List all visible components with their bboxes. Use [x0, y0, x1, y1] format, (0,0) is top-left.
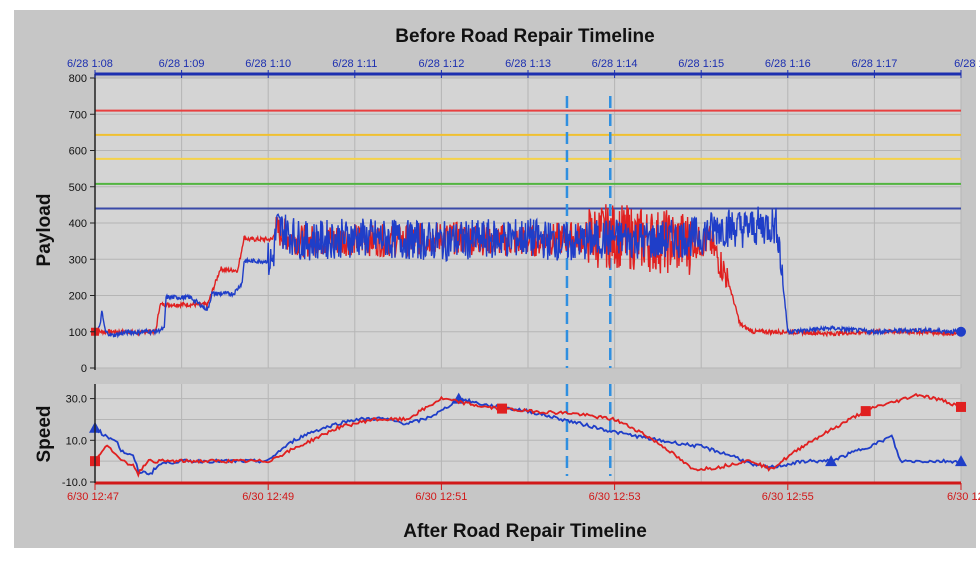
- bottom-x-tick-label: 6/30 12:51: [415, 491, 467, 503]
- top-x-tick-label: 6/28 1:12: [418, 58, 464, 70]
- top-x-tick-label: 6/28 1:11: [332, 58, 377, 70]
- payload-series-line: [94, 204, 962, 338]
- top-x-tick-label: 6/28 1:13: [505, 58, 551, 70]
- payload-series-line: [94, 206, 962, 339]
- speed-square-marker: [860, 406, 871, 417]
- top-x-tick-label: 6/28 1:08: [67, 58, 113, 70]
- speed-panel: -10.010.030.0 6/30 12:47 6/30 12:49 6/30 1…: [34, 384, 980, 503]
- speed-series-line: [94, 392, 962, 478]
- bottom-x-tick-label: 6/30 12:49: [242, 491, 294, 503]
- speed-axis-label: Speed: [34, 405, 55, 462]
- bottom-x-tick-label: 6/30 12:57: [947, 491, 980, 503]
- payload-y-tick-label: 800: [69, 73, 87, 85]
- payload-y-ticks: 0 100 200 300 400 500 600 700 800: [69, 73, 95, 375]
- bottom-x-tick-label: 6/30 12:53: [589, 491, 641, 503]
- top-x-tick-label: 6/28 1:10: [245, 58, 291, 70]
- speed-triangle-marker: [955, 455, 967, 467]
- speed-square-marker: [956, 401, 966, 412]
- payload-axis-label: Payload: [34, 194, 55, 267]
- payload-y-tick-label: 0: [81, 363, 87, 375]
- bottom-x-ticks: 6/30 12:47 6/30 12:49 6/30 12:51 6/30 12:53…: [67, 483, 980, 503]
- payload-y-tick-label: 100: [69, 327, 87, 339]
- chart-title: Before Road Repair Timeline: [395, 26, 654, 47]
- top-x-tick-label: 6/28 1:18: [954, 58, 980, 70]
- speed-time-markers: [565, 384, 612, 476]
- payload-end-marker: [956, 326, 966, 337]
- top-x-tick-label: 6/28 1:14: [592, 58, 638, 70]
- top-x-tick-label: 6/28 1:16: [765, 58, 811, 70]
- speed-y-tick-label: -10.0: [62, 477, 87, 489]
- top-x-tick-label: 6/28 1:09: [159, 58, 205, 70]
- payload-y-tick-label: 300: [69, 254, 87, 266]
- top-x-tick-label: 6/28 1:15: [678, 58, 724, 70]
- payload-reference-lines: [95, 109, 961, 210]
- payload-y-tick-label: 500: [69, 182, 87, 194]
- payload-y-tick-label: 400: [69, 218, 87, 230]
- top-x-ticks: 6/28 1:08 6/28 1:09 6/28 1:10 6/28 1:11 6/28…: [67, 58, 980, 78]
- payload-y-tick-label: 600: [69, 146, 87, 158]
- speed-triangle-marker: [825, 455, 838, 467]
- payload-y-tick-label: 700: [69, 109, 87, 121]
- speed-y-ticks: -10.0 10.0 30.0: [62, 394, 95, 489]
- top-x-tick-label: 6/28 1:17: [851, 58, 897, 70]
- payload-y-tick-label: 200: [69, 291, 87, 303]
- footer-title: After Road Repair Timeline: [403, 521, 647, 542]
- bottom-x-tick-label: 6/30 12:55: [762, 491, 814, 503]
- bottom-x-tick-label: 6/30 12:47: [67, 491, 119, 503]
- speed-y-tick-label: 10.0: [66, 435, 87, 447]
- speed-y-tick-label: 30.0: [66, 394, 87, 406]
- speed-square-marker: [497, 403, 508, 414]
- payload-gridlines: [94, 77, 962, 369]
